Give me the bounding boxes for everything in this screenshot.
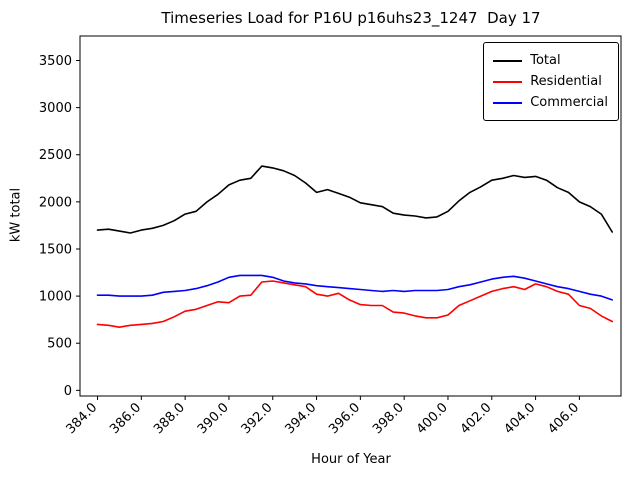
y-tick-label: 1000	[39, 290, 72, 305]
legend-item-total: Total	[493, 50, 608, 71]
x-tick-label: 396.0	[326, 400, 363, 437]
legend: Total Residential Commercial	[483, 42, 619, 121]
series-line-commercial	[96, 274, 614, 301]
x-tick-label: 386.0	[107, 400, 144, 437]
chart-title: Timeseries Load for P16U p16uhs23_1247 D…	[161, 9, 541, 27]
x-tick-label: 406.0	[545, 400, 582, 437]
x-tick-label: 388.0	[151, 400, 188, 437]
legend-label: Total	[530, 53, 561, 68]
series-line-residential	[96, 280, 614, 329]
y-tick-label: 1500	[39, 242, 72, 257]
series-line-total	[96, 165, 614, 234]
x-tick-label: 392.0	[239, 400, 276, 437]
x-tick-label: 394.0	[282, 400, 319, 437]
legend-label: Commercial	[530, 95, 608, 110]
y-tick-label: 2500	[39, 148, 72, 163]
x-axis-label: Hour of Year	[311, 452, 391, 467]
x-tick-label: 404.0	[501, 400, 538, 437]
legend-line-sample	[493, 80, 523, 83]
y-tick-label: 3000	[39, 101, 72, 116]
y-tick-label: 3500	[39, 54, 72, 69]
legend-line-sample	[493, 101, 523, 104]
legend-label: Residential	[530, 74, 602, 89]
y-tick-label: 500	[47, 337, 72, 352]
legend-item-commercial: Commercial	[493, 92, 608, 113]
x-tick-label: 384.0	[63, 400, 100, 437]
y-tick-label: 2000	[39, 195, 72, 210]
y-axis-label: kW total	[8, 187, 24, 243]
x-tick-label: 400.0	[414, 400, 451, 437]
x-tick-label: 402.0	[458, 400, 495, 437]
legend-item-residential: Residential	[493, 71, 608, 92]
legend-line-sample	[493, 59, 523, 62]
x-tick-label: 398.0	[370, 400, 407, 437]
y-tick-label: 0	[64, 384, 72, 399]
x-tick-label: 390.0	[195, 400, 232, 437]
axes-frame	[79, 35, 622, 397]
